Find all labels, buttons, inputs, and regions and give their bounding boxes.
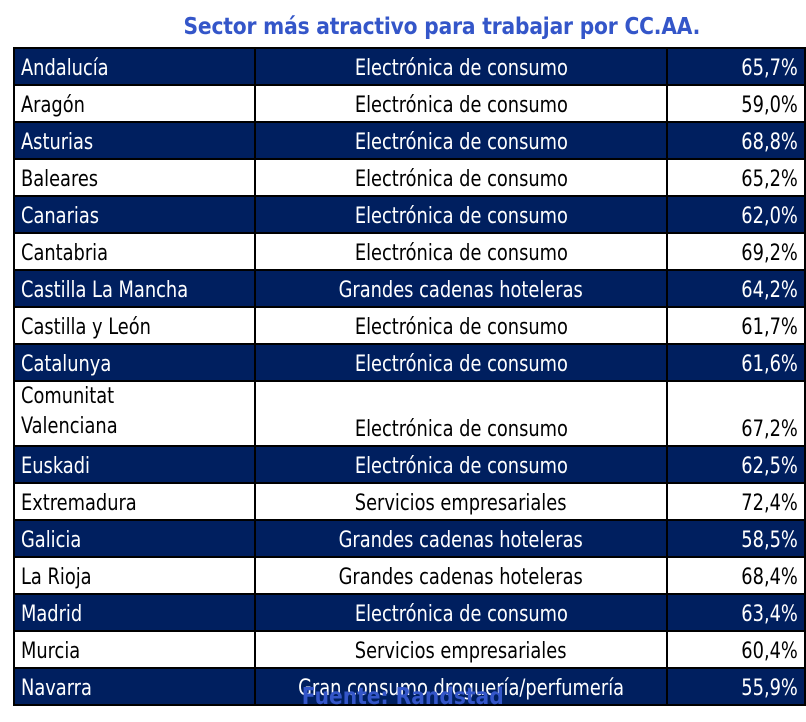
value-cell: 61,7%: [666, 306, 806, 345]
table-row: Galicia Grandes cadenas hoteleras 58,5%: [13, 519, 806, 558]
sector-cell: Servicios empresariales: [254, 482, 668, 521]
table-row: Murcia Servicios empresariales 60,4%: [13, 630, 806, 669]
table-row: Madrid Electrónica de consumo 63,4%: [13, 593, 806, 632]
sector-cell: Electrónica de consumo: [254, 195, 668, 234]
sector-table: Andalucía Electrónica de consumo 65,7% A…: [13, 47, 806, 706]
value-cell: 64,2%: [666, 269, 806, 308]
sector-cell: Electrónica de consumo: [254, 121, 668, 160]
region-cell: La Rioja: [13, 556, 256, 595]
sector-cell: Electrónica de consumo: [254, 380, 668, 447]
table-row: Asturias Electrónica de consumo 68,8%: [13, 121, 806, 160]
value-cell: 67,2%: [666, 380, 806, 447]
value-cell: 68,4%: [666, 556, 806, 595]
sector-cell: Grandes cadenas hoteleras: [254, 519, 668, 558]
region-cell: Euskadi: [13, 445, 256, 484]
region-cell: Castilla y León: [13, 306, 256, 345]
value-cell: 61,6%: [666, 343, 806, 382]
table-row: Castilla y León Electrónica de consumo 6…: [13, 306, 806, 345]
region-cell: Baleares: [13, 158, 256, 197]
table-row: Andalucía Electrónica de consumo 65,7%: [13, 47, 806, 86]
value-cell: 58,5%: [666, 519, 806, 558]
region-cell: Madrid: [13, 593, 256, 632]
value-cell: 72,4%: [666, 482, 806, 521]
region-cell: Navarra: [13, 667, 256, 706]
table-row: Navarra Gran consumo droguería/perfumerí…: [13, 667, 806, 706]
sector-cell: Electrónica de consumo: [254, 232, 668, 271]
region-cell: Aragón: [13, 84, 256, 123]
value-cell: 59,0%: [666, 84, 806, 123]
source-caption: Fuente: Randstad: [302, 684, 504, 710]
value-cell: 65,7%: [666, 47, 806, 86]
value-cell: 55,9%: [666, 667, 806, 706]
region-cell: Murcia: [13, 630, 256, 669]
table-row: Baleares Electrónica de consumo 65,2%: [13, 158, 806, 197]
sector-cell: Servicios empresariales: [254, 630, 668, 669]
region-cell: Galicia: [13, 519, 256, 558]
value-cell: 65,2%: [666, 158, 806, 197]
table-row: Canarias Electrónica de consumo 62,0%: [13, 195, 806, 234]
table-row: Cantabria Electrónica de consumo 69,2%: [13, 232, 806, 271]
sector-cell: Electrónica de consumo: [254, 84, 668, 123]
sector-cell: Electrónica de consumo: [254, 593, 668, 632]
value-cell: 63,4%: [666, 593, 806, 632]
table-row: Castilla La Mancha Grandes cadenas hotel…: [13, 269, 806, 308]
value-cell: 69,2%: [666, 232, 806, 271]
region-cell: Extremadura: [13, 482, 256, 521]
region-cell: Catalunya: [13, 343, 256, 382]
sector-cell: Electrónica de consumo: [254, 158, 668, 197]
region-cell: Canarias: [13, 195, 256, 234]
sector-cell: Electrónica de consumo: [254, 47, 668, 86]
sector-cell: Electrónica de consumo: [254, 343, 668, 382]
value-cell: 62,5%: [666, 445, 806, 484]
table-row: Euskadi Electrónica de consumo 62,5%: [13, 445, 806, 484]
sector-cell: Grandes cadenas hoteleras: [254, 556, 668, 595]
table-row: Catalunya Electrónica de consumo 61,6%: [13, 343, 806, 382]
sector-cell: Electrónica de consumo: [254, 306, 668, 345]
table-row: Aragón Electrónica de consumo 59,0%: [13, 84, 806, 123]
region-cell: Andalucía: [13, 47, 256, 86]
value-cell: 60,4%: [666, 630, 806, 669]
region-cell: Asturias: [13, 121, 256, 160]
table-row: Extremadura Servicios empresariales 72,4…: [13, 482, 806, 521]
table-title: Sector más atractivo para trabajar por C…: [183, 14, 701, 40]
sector-cell: Electrónica de consumo: [254, 445, 668, 484]
sector-cell: Gran consumo droguería/perfumería: [254, 667, 668, 706]
region-cell: Cantabria: [13, 232, 256, 271]
sector-cell: Grandes cadenas hoteleras: [254, 269, 668, 308]
value-cell: 62,0%: [666, 195, 806, 234]
region-cell: Comunitat Valenciana: [13, 380, 256, 447]
region-cell: Castilla La Mancha: [13, 269, 256, 308]
value-cell: 68,8%: [666, 121, 806, 160]
table-row: La Rioja Grandes cadenas hoteleras 68,4%: [13, 556, 806, 595]
table-row: Comunitat Valenciana Electrónica de cons…: [13, 380, 806, 447]
